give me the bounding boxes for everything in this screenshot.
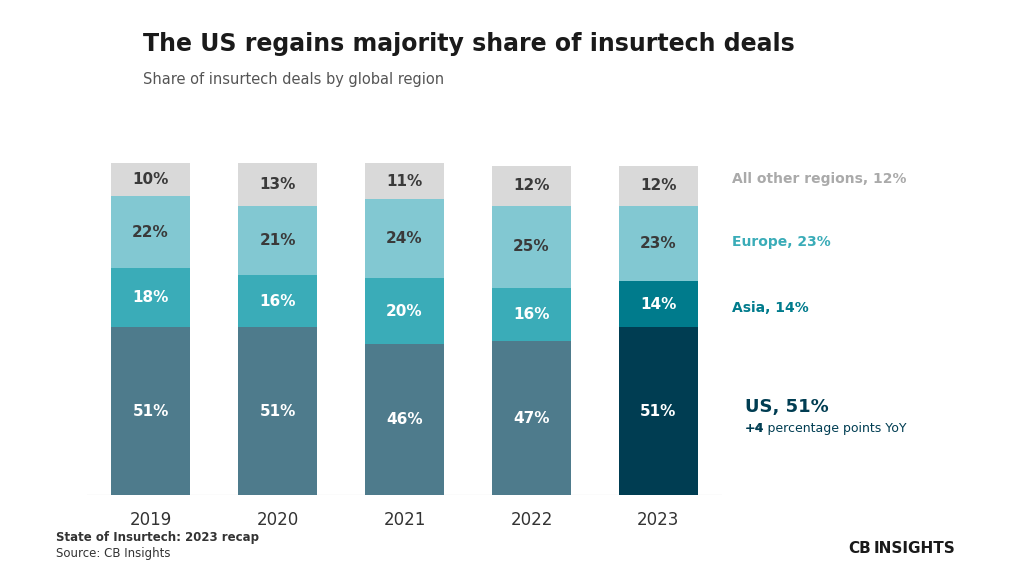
Bar <box>620 282 697 328</box>
Bar <box>620 206 697 282</box>
Text: The US regains majority share of insurtech deals: The US regains majority share of insurte… <box>143 32 795 56</box>
FancyBboxPatch shape <box>810 548 823 563</box>
Bar <box>112 196 189 268</box>
Bar <box>493 288 570 340</box>
Text: 25%: 25% <box>513 240 550 255</box>
Text: 14%: 14% <box>640 297 677 312</box>
FancyBboxPatch shape <box>810 534 823 548</box>
Text: 12%: 12% <box>513 179 550 194</box>
Text: 16%: 16% <box>259 294 296 309</box>
Text: CB: CB <box>848 541 870 556</box>
Text: Share of insurtech deals by global region: Share of insurtech deals by global regio… <box>143 72 444 87</box>
Text: 20%: 20% <box>386 304 423 319</box>
Bar <box>239 328 316 495</box>
Text: 24%: 24% <box>386 231 423 246</box>
Text: 51%: 51% <box>640 404 677 419</box>
Text: +4: +4 <box>744 422 764 435</box>
Bar <box>366 278 443 344</box>
Bar <box>239 206 316 275</box>
Text: 12%: 12% <box>640 179 677 194</box>
FancyBboxPatch shape <box>90 21 119 47</box>
Bar <box>112 163 189 196</box>
Text: 47%: 47% <box>513 411 550 426</box>
FancyBboxPatch shape <box>824 534 838 548</box>
Text: 16%: 16% <box>513 307 550 322</box>
Text: State of Insurtech: 2023 recap: State of Insurtech: 2023 recap <box>56 531 259 544</box>
Bar <box>366 199 443 278</box>
Text: Europe, 23%: Europe, 23% <box>732 235 830 249</box>
Text: 46%: 46% <box>386 412 423 427</box>
Text: Asia, 14%: Asia, 14% <box>732 301 809 314</box>
Bar <box>366 163 443 199</box>
Bar <box>493 166 570 206</box>
Text: INSIGHTS: INSIGHTS <box>873 541 955 556</box>
Text: 13%: 13% <box>259 177 296 192</box>
Text: +4 percentage points YoY: +4 percentage points YoY <box>744 422 906 435</box>
FancyBboxPatch shape <box>824 548 838 563</box>
Text: 23%: 23% <box>640 236 677 251</box>
FancyBboxPatch shape <box>60 45 90 71</box>
Bar <box>112 328 189 495</box>
Text: 51%: 51% <box>259 404 296 419</box>
Bar <box>112 268 189 328</box>
Text: 11%: 11% <box>386 173 423 188</box>
Text: US, 51%: US, 51% <box>744 399 828 416</box>
Bar <box>493 206 570 288</box>
FancyBboxPatch shape <box>60 21 90 47</box>
Bar <box>366 344 443 495</box>
Text: All other regions, 12%: All other regions, 12% <box>732 172 906 187</box>
Bar <box>620 166 697 206</box>
Text: 10%: 10% <box>132 172 169 187</box>
Bar <box>239 275 316 328</box>
Text: 51%: 51% <box>132 404 169 419</box>
Bar <box>493 340 570 495</box>
Text: 21%: 21% <box>259 233 296 248</box>
Text: Source: CB Insights: Source: CB Insights <box>56 547 171 560</box>
Bar <box>620 328 697 495</box>
Text: 18%: 18% <box>132 290 169 305</box>
Bar <box>239 163 316 206</box>
FancyBboxPatch shape <box>90 45 119 71</box>
Text: 22%: 22% <box>132 225 169 240</box>
